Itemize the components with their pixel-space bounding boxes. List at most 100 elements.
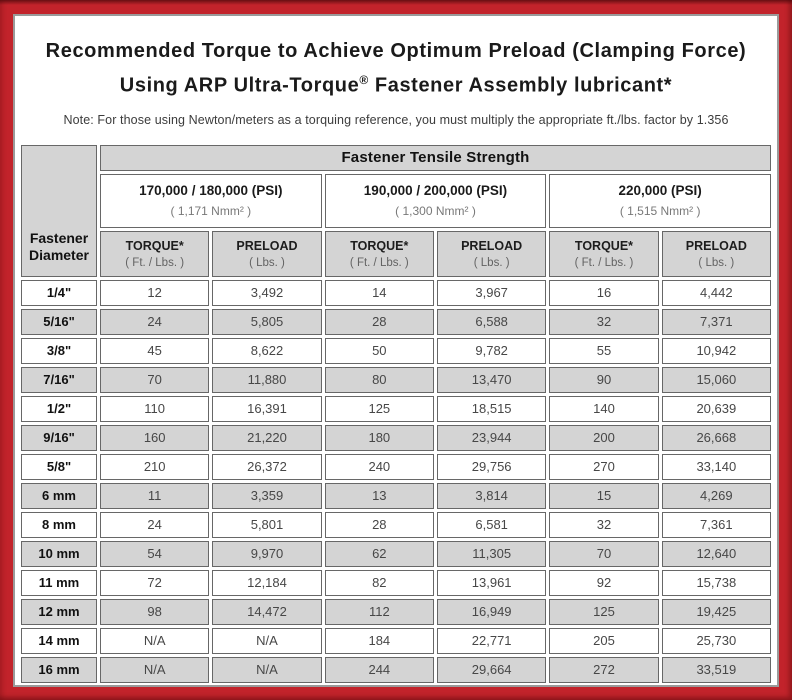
diameter-cell: 9/16" — [21, 424, 97, 451]
torque-cell: 24 — [100, 511, 210, 538]
torque-cell: 240 — [324, 453, 434, 480]
psi-value: 220,000 (PSI) — [618, 183, 702, 199]
torque-cell: 112 — [324, 598, 434, 625]
diameter-cell: 11 mm — [21, 569, 97, 596]
preload-cell: 3,967 — [436, 279, 547, 306]
torque-cell: 32 — [549, 308, 659, 335]
torque-column-header: TORQUE* ( Ft. / Lbs. ) — [324, 230, 434, 277]
torque-cell: N/A — [100, 627, 210, 654]
preload-cell: 16,391 — [212, 395, 322, 422]
preload-cell: 3,492 — [212, 279, 322, 306]
torque-cell: 45 — [100, 337, 210, 364]
preload-cell: 3,814 — [436, 482, 547, 509]
torque-cell: 92 — [549, 569, 659, 596]
preload-cell: 16,949 — [436, 598, 547, 625]
torque-cell: 28 — [324, 511, 434, 538]
preload-cell: 21,220 — [212, 424, 322, 451]
diameter-cell: 10 mm — [21, 540, 97, 567]
content-panel: Recommended Torque to Achieve Optimum Pr… — [13, 14, 779, 687]
title-line-2: Using ARP Ultra-Torque — [119, 74, 360, 97]
torque-cell: 13 — [324, 482, 434, 509]
preload-label: PRELOAD — [685, 238, 747, 253]
diameter-cell: 16 mm — [21, 656, 97, 683]
preload-cell: 10,942 — [661, 337, 771, 364]
preload-cell: 33,519 — [661, 656, 771, 683]
table-row: 11 mm 72 12,184 82 13,961 92 15,738 — [21, 569, 771, 596]
torque-cell: 70 — [549, 540, 659, 567]
preload-label: PRELOAD — [236, 238, 298, 253]
preload-cell: 6,588 — [436, 308, 547, 335]
torque-column-header: TORQUE* ( Ft. / Lbs. ) — [100, 230, 210, 277]
nmm-value: ( 1,515 Nmm² ) — [619, 204, 701, 219]
preload-cell: 6,581 — [436, 511, 547, 538]
preload-cell: 15,060 — [661, 366, 771, 393]
preload-cell: 22,771 — [436, 627, 547, 654]
table-row: 6 mm 11 3,359 13 3,814 15 4,269 — [21, 482, 771, 509]
table-row: 14 mm N/A N/A 184 22,771 205 25,730 — [21, 627, 771, 654]
fastener-diameter-header: Fastener Diameter — [21, 144, 97, 277]
torque-cell: 28 — [324, 308, 434, 335]
torque-cell: 80 — [324, 366, 434, 393]
psi-value: 190,000 / 200,000 (PSI) — [363, 183, 508, 199]
preload-cell: 8,622 — [212, 337, 322, 364]
torque-unit-label: ( Ft. / Lbs. ) — [574, 256, 634, 269]
table-row: 5/16" 24 5,805 28 6,588 32 7,371 — [21, 308, 771, 335]
torque-cell: 272 — [549, 656, 659, 683]
diameter-cell: 12 mm — [21, 598, 97, 625]
torque-cell: 54 — [100, 540, 210, 567]
torque-cell: 140 — [549, 395, 659, 422]
note-text: Note: For those using Newton/meters as a… — [63, 112, 729, 127]
fastener-diameter-header-line1: Fastener — [29, 229, 89, 246]
torque-cell: N/A — [100, 656, 210, 683]
diameter-cell: 14 mm — [21, 627, 97, 654]
torque-cell: 125 — [324, 395, 434, 422]
torque-cell: 82 — [324, 569, 434, 596]
preload-cell: 33,140 — [661, 453, 771, 480]
table-row: 10 mm 54 9,970 62 11,305 70 12,640 — [21, 540, 771, 567]
torque-cell: 14 — [324, 279, 434, 306]
fastener-diameter-header-line2: Diameter — [29, 246, 89, 263]
nmm-value: ( 1,300 Nmm² ) — [395, 204, 476, 219]
torque-cell: 62 — [324, 540, 434, 567]
torque-cell: 160 — [100, 424, 210, 451]
preload-column-header: PRELOAD ( Lbs. ) — [212, 230, 322, 277]
preload-cell: 23,944 — [436, 424, 547, 451]
header-row-tensile: Fastener Diameter Fastener Tensile Stren… — [21, 144, 771, 277]
torque-cell: 244 — [324, 656, 434, 683]
table-row: 12 mm 98 14,472 112 16,949 125 19,425 — [21, 598, 771, 625]
preload-cell: 29,664 — [436, 656, 547, 683]
torque-cell: 210 — [100, 453, 210, 480]
torque-cell: 16 — [549, 279, 659, 306]
preload-cell: 18,515 — [436, 395, 547, 422]
table-row: 9/16" 160 21,220 180 23,944 200 26,668 — [21, 424, 771, 451]
torque-cell: 180 — [324, 424, 434, 451]
psi-value: 170,000 / 180,000 (PSI) — [139, 183, 283, 199]
preload-cell: 5,805 — [212, 308, 322, 335]
registered-trademark-symbol: ® — [359, 73, 369, 87]
table-row: 1/4" 12 3,492 14 3,967 16 4,442 — [21, 279, 771, 306]
preload-cell: 12,184 — [212, 569, 322, 596]
torque-cell: 32 — [549, 511, 659, 538]
preload-cell: 26,372 — [212, 453, 322, 480]
page-title: Recommended Torque to Achieve Optimum Pr… — [15, 37, 777, 101]
diameter-cell: 6 mm — [21, 482, 97, 509]
table-row: 7/16" 70 11,880 80 13,470 90 15,060 — [21, 366, 771, 393]
header-row-units: TORQUE* ( Ft. / Lbs. ) PRELOAD ( Lbs. ) … — [21, 230, 771, 277]
torque-cell: 55 — [549, 337, 659, 364]
preload-cell: 9,782 — [436, 337, 547, 364]
preload-unit-label: ( Lbs. ) — [473, 256, 510, 269]
preload-column-header: PRELOAD ( Lbs. ) — [436, 230, 547, 277]
torque-cell: 125 — [549, 598, 659, 625]
preload-cell: 11,305 — [436, 540, 547, 567]
diameter-cell: 7/16" — [21, 366, 97, 393]
preload-cell: 4,442 — [661, 279, 771, 306]
torque-cell: 50 — [324, 337, 434, 364]
preload-cell: 13,961 — [436, 569, 547, 596]
nmm-value: ( 1,171 Nmm² ) — [170, 204, 252, 219]
tensile-strength-header: Fastener Tensile Strength — [100, 144, 771, 171]
table-row: 3/8" 45 8,622 50 9,782 55 10,942 — [21, 337, 771, 364]
preload-column-header: PRELOAD ( Lbs. ) — [661, 230, 771, 277]
torque-label: TORQUE* — [125, 238, 184, 253]
preload-cell: 29,756 — [436, 453, 547, 480]
